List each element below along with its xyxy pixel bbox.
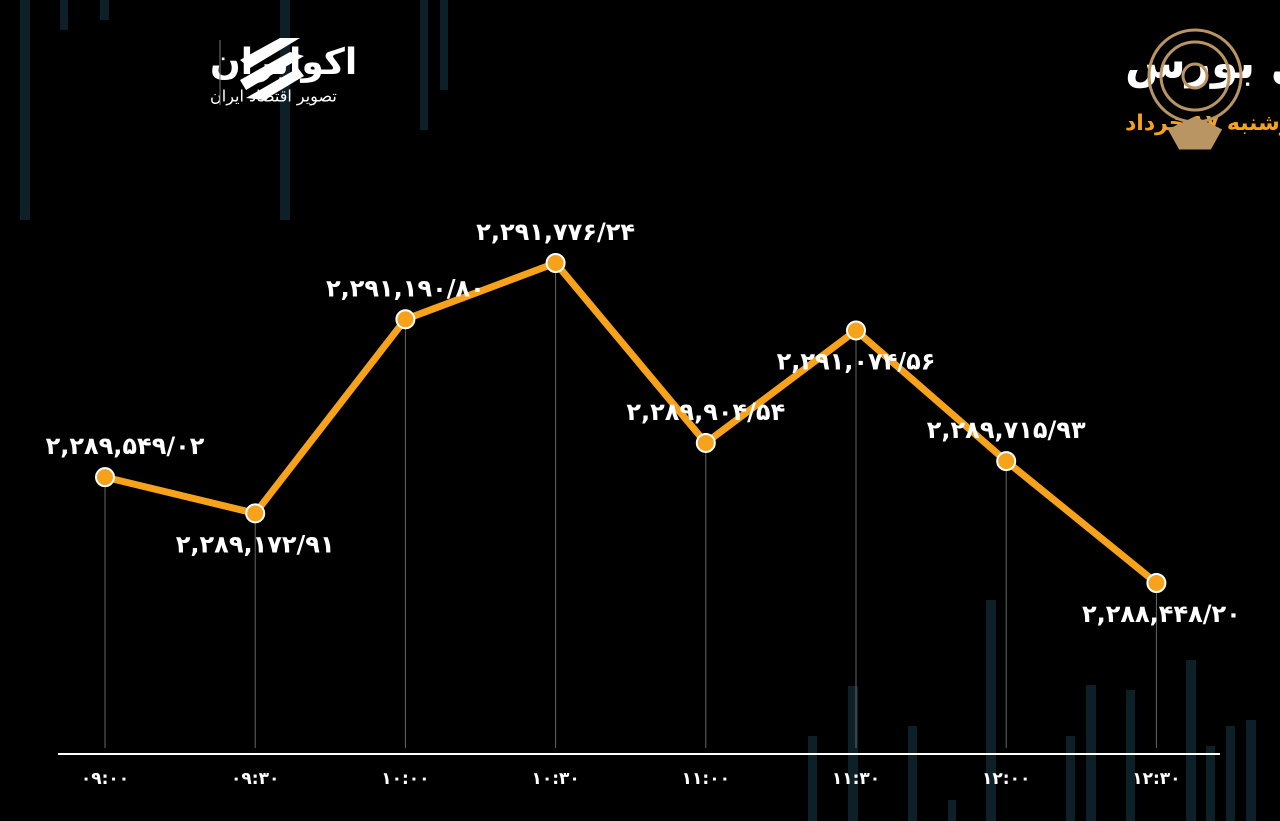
value-label: ۲,۲۸۹,۷۱۵/۹۳ [927, 416, 1086, 444]
x-tick-label: ۱۲:۰۰ [982, 769, 1030, 789]
point [395, 309, 416, 330]
value-label: ۲,۲۹۱,۷۷۶/۲۴ [476, 218, 635, 246]
emblem [1147, 28, 1243, 150]
x-tick-label: ۱۰:۳۰ [531, 769, 579, 789]
x-tick-label: ۱۱:۳۰ [832, 769, 880, 789]
x-tick-label: ۰۹:۳۰ [231, 769, 279, 789]
value-label: ۲,۲۹۱,۱۹۰/۸۰ [326, 274, 485, 302]
point [245, 503, 266, 524]
value-label: ۲,۲۸۹,۹۰۴/۵۴ [626, 398, 785, 426]
x-tick-label: ۰۹:۰۰ [81, 769, 129, 789]
value-label: ۲,۲۸۹,۱۷۲/۹۱ [176, 530, 335, 558]
value-label: ۲,۲۸۹,۵۴۹/۰۲ [46, 432, 205, 460]
point [846, 320, 866, 341]
point [996, 451, 1017, 472]
series-line [104, 259, 1159, 586]
point [95, 467, 115, 488]
value-label: ۲,۲۹۱,۰۷۴/۵۶ [777, 347, 936, 375]
brand-logo [240, 38, 304, 100]
x-tick-label: ۱۰:۰۰ [381, 769, 429, 789]
x-tick-label: ۱۲:۳۰ [1132, 769, 1180, 789]
tagline: تصویر اقتصاد ایران [210, 87, 337, 107]
x-tick-label: ۱۱:۰۰ [682, 769, 730, 789]
point [545, 253, 566, 273]
value-label: ۲,۲۸۸,۴۴۸/۲۰ [1082, 600, 1241, 628]
point [1146, 573, 1167, 593]
point [695, 432, 716, 453]
